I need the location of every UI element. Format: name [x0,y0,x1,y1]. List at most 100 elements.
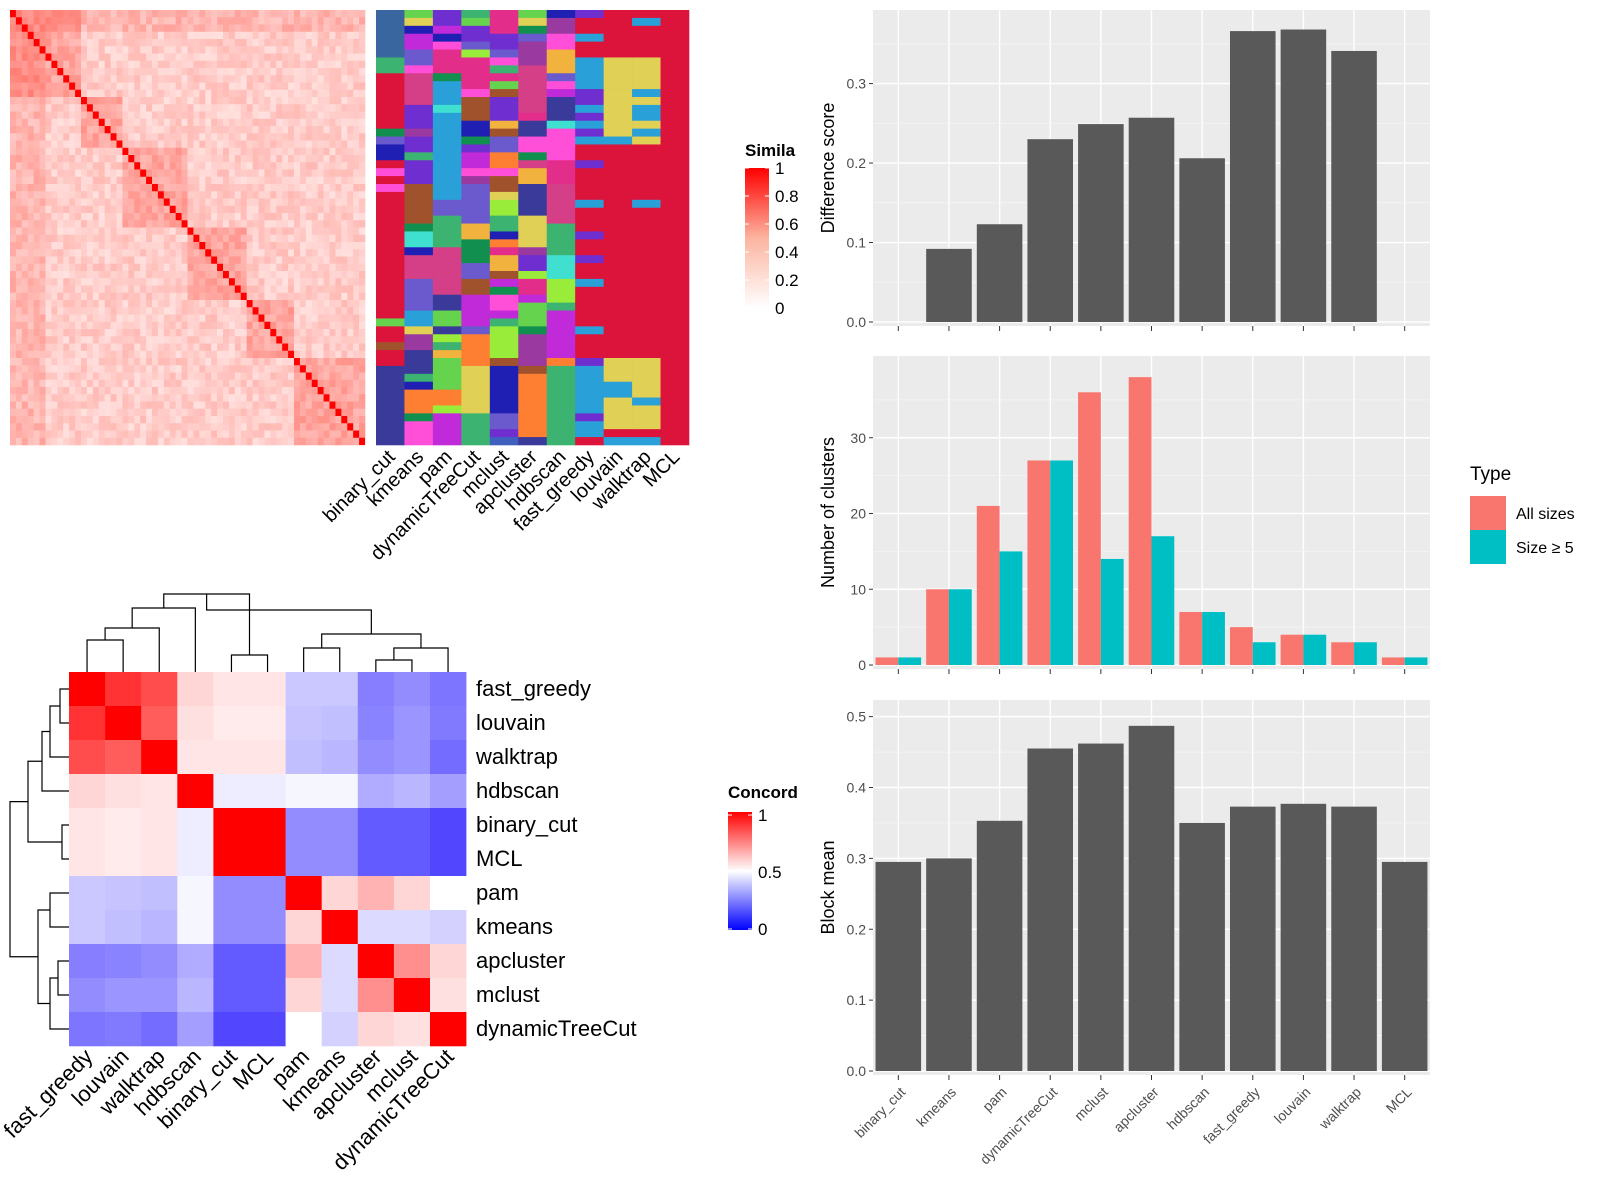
similarity-cell [45,430,52,439]
similarity-cell [86,263,94,272]
similarity-cell [57,263,64,272]
similarity-cell [240,205,247,214]
similarity-cell [276,401,283,410]
similarity-cell [347,213,354,221]
similarity-cell [98,256,105,265]
similarity-cell [299,176,307,185]
similarity-cell [258,336,265,344]
assignment-cell [489,168,519,177]
similarity-cell [211,46,218,54]
similarity-cell [104,82,111,91]
assignment-cell [575,136,604,145]
similarity-cell [270,365,277,373]
similarity-cell [157,387,165,395]
similarity-cell [311,198,318,207]
similarity-cell [140,430,147,439]
similarity-cell [140,53,147,62]
similarity-cell [299,191,307,199]
similarity-cell [63,24,70,33]
similarity-cell [240,155,247,163]
similarity-cell [228,198,236,207]
similarity-cell [128,329,135,337]
similarity-cell [110,184,117,192]
assignment-cell [603,17,633,27]
similarity-cell [282,155,289,163]
similarity-cell [276,408,283,417]
assignment-cell [489,191,519,201]
similarity-cell [228,220,236,228]
similarity-cell [51,68,58,76]
similarity-cell [175,198,182,207]
similarity-cell [288,97,295,105]
similarity-cell [264,104,271,112]
similarity-cell [305,365,313,373]
similarity-cell [98,213,105,221]
similarity-cell [323,242,330,250]
concordance-row-label: louvain [476,710,546,735]
similarity-cell [10,169,17,178]
similarity-cell [110,437,117,446]
similarity-cell [223,82,230,91]
similarity-cell [86,394,94,402]
similarity-cell [234,46,242,54]
similarity-cell [294,75,301,83]
similarity-cell [193,104,200,112]
similarity-cell [359,162,366,170]
similarity-cell [282,416,289,424]
row-dendrogram [9,688,69,1030]
assignment-cell [660,191,690,201]
similarity-cell [45,126,52,134]
similarity-cell [353,184,360,192]
similarity-cell [258,68,265,76]
assignment-cell [575,49,604,58]
similarity-cell [223,213,230,221]
similarity-cell [211,350,218,359]
similarity-cell [146,140,153,149]
similarity-cell [33,234,40,243]
concordance-cell [393,672,431,707]
similarity-cell [282,220,289,228]
similarity-cell [288,437,295,446]
similarity-cell [15,104,23,112]
similarity-cell [86,126,94,134]
similarity-cell [157,104,165,112]
assignment-cell [432,326,462,335]
similarity-cell [359,336,366,344]
similarity-cell [27,234,34,243]
similarity-cell [305,387,313,395]
similarity-cell [329,372,336,381]
similarity-cell [252,423,259,431]
similarity-cell [317,191,324,199]
similarity-cell [276,17,283,25]
similarity-cell [228,176,236,185]
similarity-cell [181,118,188,127]
assignment-cell [404,231,434,240]
similarity-cell [10,126,17,134]
similarity-cell [187,314,194,323]
similarity-cell [98,191,105,199]
similarity-cell [21,234,29,243]
similarity-cell [329,104,336,112]
similarity-cell [181,242,188,250]
similarity-cell [270,133,277,141]
similarity-cell [81,10,88,18]
similarity-cell [258,162,265,170]
similarity-cell [51,31,58,40]
similarity-cell [39,278,46,286]
similarity-cell [217,321,224,330]
similarity-cell [15,176,23,185]
similarity-cell [110,242,117,250]
assignment-cell [632,326,661,335]
similarity-cell [270,46,277,54]
similarity-cell [10,379,17,388]
similarity-cell [15,205,23,214]
similarity-cell [57,169,64,178]
similarity-cell [92,169,100,178]
similarity-cell [169,256,176,265]
similarity-cell [81,198,88,207]
similarity-cell [323,205,330,214]
similarity-cell [305,437,313,446]
similarity-cell [146,184,153,192]
assignment-cell [518,437,548,446]
assignment-cell [518,215,548,224]
